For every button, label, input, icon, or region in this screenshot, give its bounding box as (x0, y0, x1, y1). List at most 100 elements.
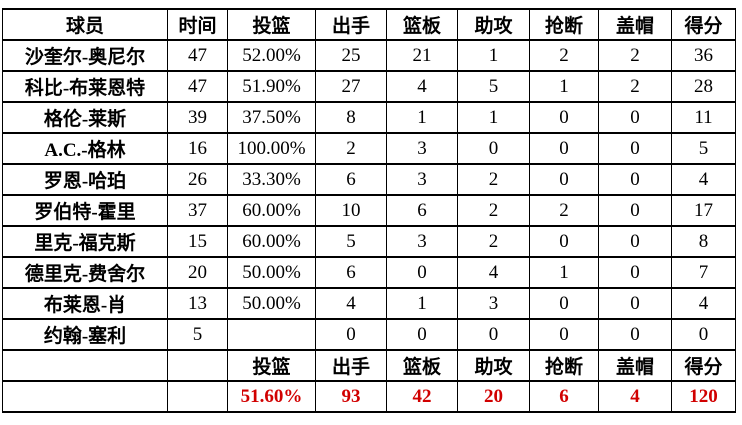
summary-label-fg-pct: 投篮 (227, 349, 316, 382)
player-row: 罗伯特-霍里 37 60.00% 10 6 2 2 0 17 (2, 194, 736, 227)
attempts-cell: 27 (315, 70, 387, 103)
player-stats-table-body: 球员 时间 投篮 出手 篮板 助攻 抢断 盖帽 得分 沙奎尔-奥尼尔 47 52.00% 25 21 1 2 2… (2, 8, 736, 413)
rebounds-cell: 21 (386, 39, 458, 72)
summary-total-row: 51.60% 93 42 20 6 4 120 (2, 380, 736, 413)
summary-label-steals: 抢断 (529, 349, 599, 382)
header-points: 得分 (671, 8, 736, 41)
attempts-cell: 6 (315, 256, 387, 289)
header-steals: 抢断 (529, 8, 599, 41)
time-cell: 47 (167, 70, 228, 103)
attempts-cell: 25 (315, 39, 387, 72)
rebounds-cell: 1 (386, 287, 458, 320)
assists-cell: 2 (457, 163, 530, 196)
header-fg-pct: 投篮 (227, 8, 316, 41)
attempts-cell: 0 (315, 318, 387, 351)
steals-total-cell: 6 (529, 380, 599, 413)
fg-pct-cell: 52.00% (227, 39, 316, 72)
points-cell: 5 (671, 132, 736, 165)
attempts-cell: 5 (315, 225, 387, 258)
time-cell: 37 (167, 194, 228, 227)
fg-pct-cell: 50.00% (227, 287, 316, 320)
steals-cell: 0 (529, 101, 599, 134)
player-row: 罗恩-哈珀 26 33.30% 6 3 2 0 0 4 (2, 163, 736, 196)
rebounds-cell: 1 (386, 101, 458, 134)
points-cell: 4 (671, 287, 736, 320)
attempts-cell: 10 (315, 194, 387, 227)
fg-pct-total-cell: 51.60% (227, 380, 316, 413)
blocks-cell: 0 (598, 318, 672, 351)
blocks-total-cell: 4 (598, 380, 672, 413)
attempts-cell: 4 (315, 287, 387, 320)
steals-cell: 0 (529, 287, 599, 320)
steals-cell: 2 (529, 194, 599, 227)
player-name-cell: 罗伯特-霍里 (2, 194, 168, 227)
points-cell: 36 (671, 39, 736, 72)
blocks-cell: 2 (598, 70, 672, 103)
steals-cell: 0 (529, 318, 599, 351)
player-name-cell: 里克-福克斯 (2, 225, 168, 258)
player-row: 里克-福克斯 15 60.00% 5 3 2 0 0 8 (2, 225, 736, 258)
points-cell: 11 (671, 101, 736, 134)
time-cell: 5 (167, 318, 228, 351)
summary-label-points: 得分 (671, 349, 736, 382)
fg-pct-cell: 37.50% (227, 101, 316, 134)
player-name-cell: 科比-布莱恩特 (2, 70, 168, 103)
points-cell: 0 (671, 318, 736, 351)
rebounds-cell: 4 (386, 70, 458, 103)
points-cell: 17 (671, 194, 736, 227)
assists-total-cell: 20 (457, 380, 530, 413)
blocks-cell: 0 (598, 225, 672, 258)
summary-label-time (167, 349, 228, 382)
assists-cell: 0 (457, 318, 530, 351)
player-name-cell: 德里克-费舍尔 (2, 256, 168, 289)
points-cell: 28 (671, 70, 736, 103)
steals-cell: 0 (529, 225, 599, 258)
assists-cell: 2 (457, 225, 530, 258)
attempts-cell: 6 (315, 163, 387, 196)
player-row: 约翰-塞利 5 0 0 0 0 0 0 (2, 318, 736, 351)
player-name-total-cell (2, 380, 168, 413)
assists-cell: 4 (457, 256, 530, 289)
time-cell: 16 (167, 132, 228, 165)
time-cell: 26 (167, 163, 228, 196)
fg-pct-cell: 60.00% (227, 225, 316, 258)
summary-label-blocks: 盖帽 (598, 349, 672, 382)
blocks-cell: 2 (598, 39, 672, 72)
points-cell: 4 (671, 163, 736, 196)
points-cell: 7 (671, 256, 736, 289)
time-cell: 39 (167, 101, 228, 134)
summary-label-rebounds: 篮板 (386, 349, 458, 382)
time-total-cell (167, 380, 228, 413)
player-name-cell: 罗恩-哈珀 (2, 163, 168, 196)
player-name-cell: 约翰-塞利 (2, 318, 168, 351)
rebounds-total-cell: 42 (386, 380, 458, 413)
blocks-cell: 0 (598, 101, 672, 134)
fg-pct-cell: 51.90% (227, 70, 316, 103)
rebounds-cell: 0 (386, 256, 458, 289)
time-cell: 20 (167, 256, 228, 289)
header-attempts: 出手 (315, 8, 387, 41)
attempts-cell: 8 (315, 101, 387, 134)
attempts-cell: 2 (315, 132, 387, 165)
rebounds-cell: 0 (386, 318, 458, 351)
assists-cell: 3 (457, 287, 530, 320)
rebounds-cell: 3 (386, 163, 458, 196)
rebounds-cell: 3 (386, 132, 458, 165)
rebounds-cell: 6 (386, 194, 458, 227)
summary-label-assists: 助攻 (457, 349, 530, 382)
header-row: 球员 时间 投篮 出手 篮板 助攻 抢断 盖帽 得分 (2, 8, 736, 41)
player-name-cell: 格伦-莱斯 (2, 101, 168, 134)
points-total-cell: 120 (671, 380, 736, 413)
player-row: 沙奎尔-奥尼尔 47 52.00% 25 21 1 2 2 36 (2, 39, 736, 72)
player-row: 布莱恩-肖 13 50.00% 4 1 3 0 0 4 (2, 287, 736, 320)
header-time: 时间 (167, 8, 228, 41)
blocks-cell: 0 (598, 256, 672, 289)
player-row: A.C.-格林 16 100.00% 2 3 0 0 0 5 (2, 132, 736, 165)
fg-pct-cell: 60.00% (227, 194, 316, 227)
steals-cell: 2 (529, 39, 599, 72)
steals-cell: 1 (529, 256, 599, 289)
blocks-cell: 0 (598, 194, 672, 227)
player-row: 科比-布莱恩特 47 51.90% 27 4 5 1 2 28 (2, 70, 736, 103)
steals-cell: 0 (529, 163, 599, 196)
player-name-cell: 布莱恩-肖 (2, 287, 168, 320)
